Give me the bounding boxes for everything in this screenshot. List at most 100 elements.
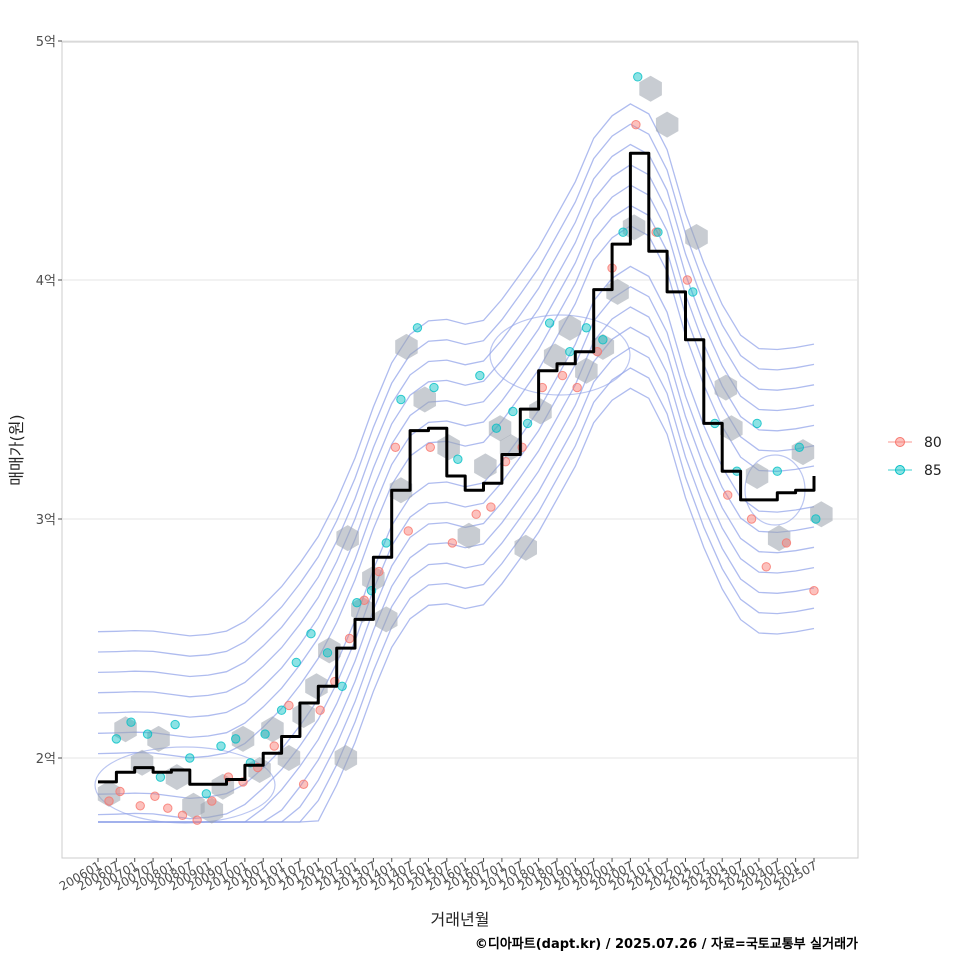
hexbin xyxy=(655,111,679,138)
point-80 xyxy=(746,514,757,524)
point-80 xyxy=(374,566,384,577)
y-tick-label: 2억 xyxy=(36,752,56,767)
hexbin xyxy=(685,224,708,250)
median-line xyxy=(98,151,816,786)
hexbin xyxy=(488,415,512,442)
point-80 xyxy=(269,741,279,751)
hexbin xyxy=(97,780,121,807)
hexbin xyxy=(130,749,154,776)
contour-ellipse xyxy=(489,314,631,396)
point-85 xyxy=(508,406,518,417)
legend-entry-85: 85 xyxy=(888,463,942,479)
hexbin xyxy=(334,745,358,771)
hexbin xyxy=(767,525,791,552)
hexbin xyxy=(474,453,497,480)
point-85 xyxy=(811,514,821,524)
point-85 xyxy=(306,629,316,639)
point-85 xyxy=(475,370,485,381)
point-85 xyxy=(170,719,180,730)
hexbin xyxy=(182,792,205,819)
point-80 xyxy=(809,586,819,596)
point-80 xyxy=(403,526,413,536)
contour-line xyxy=(97,143,815,678)
point-80 xyxy=(761,562,771,572)
hexbin xyxy=(437,434,460,461)
hexbin xyxy=(351,596,374,623)
point-80 xyxy=(298,779,309,789)
legend-label-85: 85 xyxy=(924,463,942,479)
point-80 xyxy=(425,442,435,452)
scatter-points xyxy=(104,72,821,825)
hexbin xyxy=(336,525,359,552)
point-85 xyxy=(688,287,698,297)
hexbin xyxy=(457,522,481,549)
point-80 xyxy=(150,791,160,801)
point-85 xyxy=(598,335,608,345)
hexbin xyxy=(248,757,271,783)
point-85 xyxy=(126,717,136,727)
legend-key-dot-85 xyxy=(895,465,905,475)
point-85 xyxy=(544,318,555,328)
x-axis-title: 거래년월 xyxy=(431,910,490,929)
hexbin xyxy=(745,463,769,489)
hexbin xyxy=(375,606,398,633)
hexbin xyxy=(318,637,341,664)
y-tick-label: 5억 xyxy=(36,35,56,50)
hexbin xyxy=(305,673,328,700)
hexbin xyxy=(558,314,582,341)
y-axis-title: 매매가(원) xyxy=(7,414,26,485)
point-80 xyxy=(344,633,355,644)
hexbin xyxy=(639,75,662,102)
hexbin-layer xyxy=(97,75,833,824)
panel-background xyxy=(61,41,859,859)
point-80 xyxy=(723,490,733,500)
point-85 xyxy=(794,442,805,452)
point-85 xyxy=(291,657,301,668)
hexbin xyxy=(622,214,646,241)
point-85 xyxy=(260,729,270,739)
point-85 xyxy=(581,323,592,333)
contour-line xyxy=(97,184,815,718)
hexbin xyxy=(114,716,137,743)
point-80 xyxy=(781,538,792,548)
point-80 xyxy=(115,786,125,797)
point-85 xyxy=(491,423,502,433)
point-80 xyxy=(135,801,145,811)
hexbin xyxy=(261,716,284,743)
point-85 xyxy=(216,741,226,751)
point-85 xyxy=(185,753,195,763)
point-85 xyxy=(633,72,643,82)
point-85 xyxy=(230,734,241,744)
point-85 xyxy=(653,227,663,237)
hexbin xyxy=(591,333,615,360)
point-80 xyxy=(572,382,582,393)
hexbin xyxy=(810,501,833,528)
point-80 xyxy=(447,538,458,548)
point-85 xyxy=(111,734,122,744)
point-85 xyxy=(565,347,575,357)
legend-entry-80: 80 xyxy=(888,435,942,451)
point-80 xyxy=(557,370,568,381)
y-tick-label: 3억 xyxy=(36,513,56,528)
point-85 xyxy=(752,418,762,429)
hexbin xyxy=(720,415,743,442)
point-80 xyxy=(163,803,173,813)
point-80 xyxy=(471,509,481,519)
hexbin xyxy=(791,439,815,466)
point-85 xyxy=(429,382,439,393)
point-80 xyxy=(104,796,114,806)
point-85 xyxy=(337,681,347,691)
point-80 xyxy=(315,705,325,715)
point-85 xyxy=(396,394,406,405)
point-80 xyxy=(486,502,496,512)
y-tick-label: 4억 xyxy=(36,274,56,289)
point-80 xyxy=(207,796,217,806)
legend-key-dot-80 xyxy=(895,437,905,447)
legend: 80 85 xyxy=(888,435,942,479)
contour-line xyxy=(97,164,815,698)
point-85 xyxy=(276,705,287,715)
hexbin xyxy=(413,386,436,413)
point-85 xyxy=(412,323,423,333)
hexbin xyxy=(277,745,301,771)
